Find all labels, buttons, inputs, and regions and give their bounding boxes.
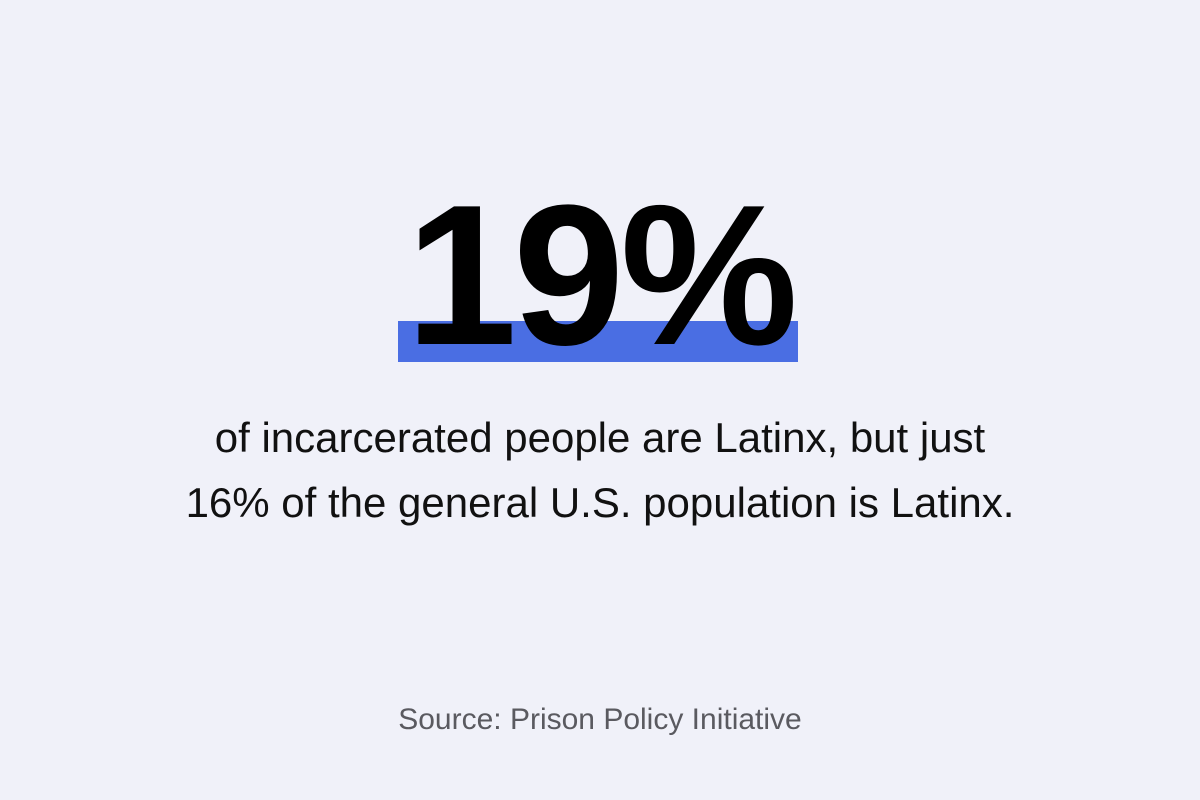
body-text: of incarcerated people are Latinx, but j… bbox=[0, 405, 1200, 535]
highlight-bar bbox=[397, 321, 799, 362]
headline-text: 19% bbox=[405, 164, 798, 387]
body-line: 16% of the general U.S. population is La… bbox=[185, 479, 1015, 526]
source: Source: Prison Policy Initiative bbox=[398, 703, 802, 736]
headline-block: 19% bbox=[0, 176, 1200, 376]
body-line: of incarcerated people are Latinx, but j… bbox=[214, 414, 986, 461]
headline: 19% bbox=[397, 176, 798, 376]
